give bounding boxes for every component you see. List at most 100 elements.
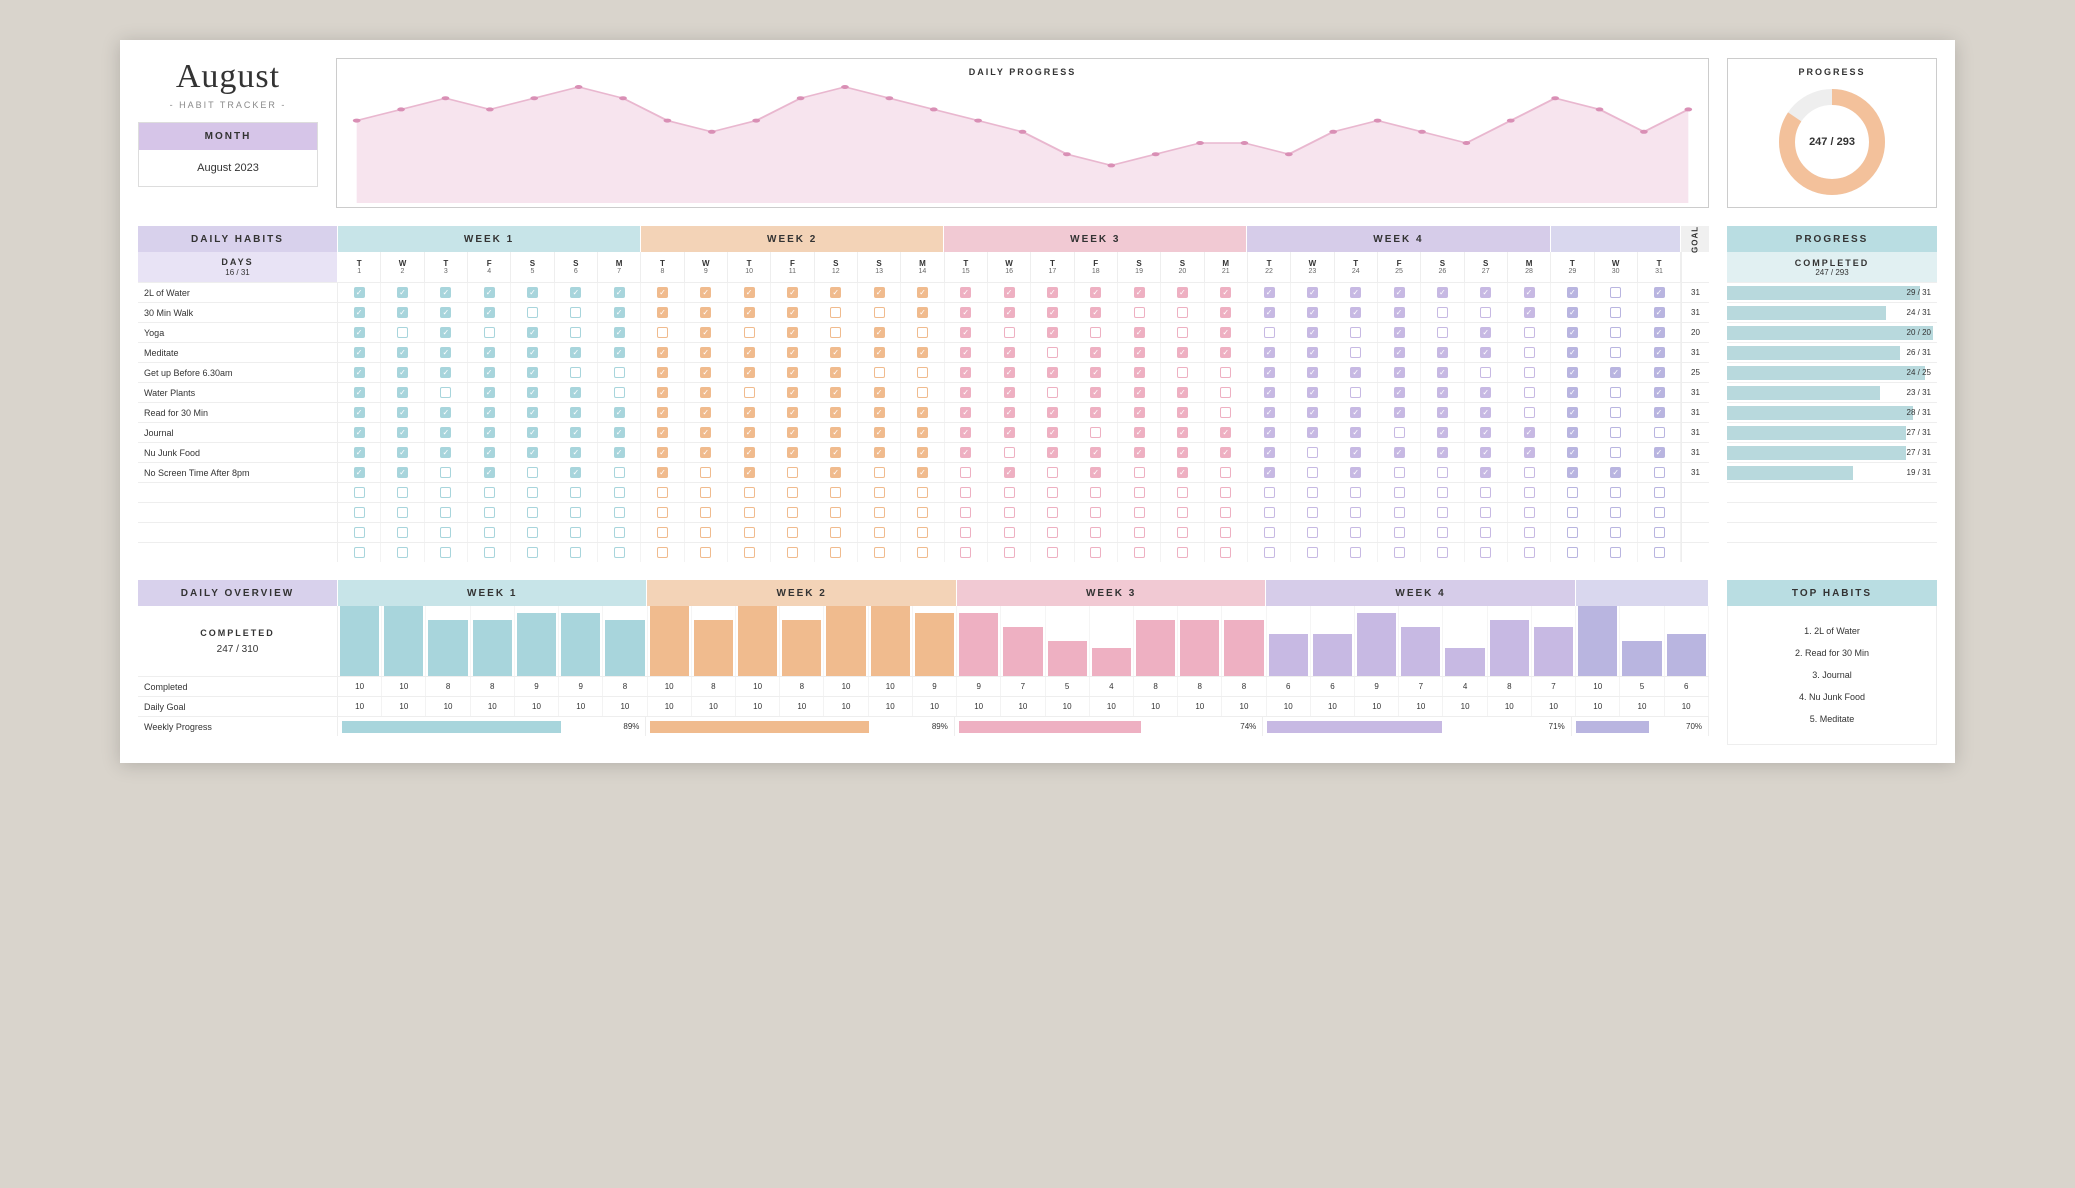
- habit-checkbox[interactable]: ✓: [1075, 343, 1118, 362]
- habit-checkbox[interactable]: ✓: [1335, 363, 1378, 382]
- habit-checkbox[interactable]: [1595, 343, 1638, 362]
- habit-checkbox[interactable]: ✓: [728, 363, 771, 382]
- habit-checkbox[interactable]: ✓: [1205, 423, 1248, 442]
- habit-checkbox[interactable]: [1118, 523, 1161, 542]
- habit-checkbox[interactable]: [1205, 403, 1248, 422]
- habit-checkbox[interactable]: [1595, 443, 1638, 462]
- habit-checkbox[interactable]: ✓: [685, 423, 728, 442]
- habit-checkbox[interactable]: [1291, 443, 1334, 462]
- habit-checkbox[interactable]: ✓: [685, 443, 728, 462]
- habit-checkbox[interactable]: ✓: [338, 363, 381, 382]
- habit-checkbox[interactable]: [468, 503, 511, 522]
- habit-checkbox[interactable]: [468, 483, 511, 502]
- habit-checkbox[interactable]: [685, 503, 728, 522]
- habit-checkbox[interactable]: ✓: [1291, 343, 1334, 362]
- habit-checkbox[interactable]: [1508, 483, 1551, 502]
- habit-checkbox[interactable]: ✓: [555, 383, 598, 402]
- habit-checkbox[interactable]: [598, 483, 641, 502]
- habit-checkbox[interactable]: ✓: [1595, 363, 1638, 382]
- habit-checkbox[interactable]: ✓: [425, 303, 468, 322]
- habit-checkbox[interactable]: [945, 463, 988, 482]
- habit-checkbox[interactable]: ✓: [381, 463, 424, 482]
- habit-checkbox[interactable]: [685, 463, 728, 482]
- habit-checkbox[interactable]: ✓: [1421, 403, 1464, 422]
- habit-checkbox[interactable]: ✓: [381, 363, 424, 382]
- habit-checkbox[interactable]: ✓: [1465, 323, 1508, 342]
- habit-checkbox[interactable]: ✓: [425, 363, 468, 382]
- habit-checkbox[interactable]: ✓: [1378, 283, 1421, 302]
- habit-checkbox[interactable]: [511, 303, 554, 322]
- habit-checkbox[interactable]: [1075, 483, 1118, 502]
- habit-checkbox[interactable]: [1508, 543, 1551, 562]
- habit-checkbox[interactable]: [1508, 323, 1551, 342]
- habit-checkbox[interactable]: ✓: [1205, 443, 1248, 462]
- habit-checkbox[interactable]: [1595, 543, 1638, 562]
- habit-checkbox[interactable]: [1465, 543, 1508, 562]
- habit-checkbox[interactable]: ✓: [425, 323, 468, 342]
- habit-checkbox[interactable]: [511, 543, 554, 562]
- habit-checkbox[interactable]: [1205, 383, 1248, 402]
- habit-checkbox[interactable]: [1638, 523, 1681, 542]
- habit-checkbox[interactable]: [1595, 503, 1638, 522]
- habit-checkbox[interactable]: ✓: [685, 283, 728, 302]
- habit-checkbox[interactable]: ✓: [1465, 443, 1508, 462]
- habit-checkbox[interactable]: ✓: [1595, 463, 1638, 482]
- habit-checkbox[interactable]: ✓: [1551, 463, 1594, 482]
- habit-checkbox[interactable]: [1031, 343, 1074, 362]
- habit-checkbox[interactable]: ✓: [1551, 423, 1594, 442]
- habit-checkbox[interactable]: [1378, 543, 1421, 562]
- habit-checkbox[interactable]: ✓: [338, 343, 381, 362]
- habit-checkbox[interactable]: ✓: [901, 403, 944, 422]
- habit-checkbox[interactable]: ✓: [425, 403, 468, 422]
- habit-checkbox[interactable]: [988, 443, 1031, 462]
- habit-checkbox[interactable]: ✓: [1378, 303, 1421, 322]
- habit-checkbox[interactable]: [1205, 543, 1248, 562]
- habit-checkbox[interactable]: ✓: [1551, 303, 1594, 322]
- habit-checkbox[interactable]: ✓: [1551, 363, 1594, 382]
- habit-checkbox[interactable]: ✓: [338, 323, 381, 342]
- habit-checkbox[interactable]: ✓: [815, 283, 858, 302]
- habit-checkbox[interactable]: ✓: [1118, 423, 1161, 442]
- habit-checkbox[interactable]: [641, 323, 684, 342]
- habit-checkbox[interactable]: [381, 523, 424, 542]
- habit-checkbox[interactable]: [1595, 323, 1638, 342]
- habit-checkbox[interactable]: ✓: [771, 343, 814, 362]
- habit-checkbox[interactable]: [988, 323, 1031, 342]
- habit-checkbox[interactable]: [641, 483, 684, 502]
- habit-checkbox[interactable]: [641, 503, 684, 522]
- habit-checkbox[interactable]: [728, 543, 771, 562]
- habit-checkbox[interactable]: [1335, 343, 1378, 362]
- habit-checkbox[interactable]: ✓: [1335, 423, 1378, 442]
- habit-checkbox[interactable]: [1291, 503, 1334, 522]
- habit-checkbox[interactable]: [555, 323, 598, 342]
- habit-checkbox[interactable]: ✓: [858, 323, 901, 342]
- habit-checkbox[interactable]: ✓: [988, 463, 1031, 482]
- habit-checkbox[interactable]: [511, 483, 554, 502]
- habit-checkbox[interactable]: ✓: [858, 283, 901, 302]
- habit-checkbox[interactable]: ✓: [901, 343, 944, 362]
- habit-checkbox[interactable]: ✓: [598, 443, 641, 462]
- habit-checkbox[interactable]: ✓: [771, 423, 814, 442]
- habit-checkbox[interactable]: ✓: [338, 443, 381, 462]
- habit-checkbox[interactable]: ✓: [1118, 343, 1161, 362]
- habit-checkbox[interactable]: ✓: [468, 343, 511, 362]
- habit-checkbox[interactable]: [1465, 363, 1508, 382]
- habit-checkbox[interactable]: [858, 523, 901, 542]
- habit-checkbox[interactable]: ✓: [1248, 423, 1291, 442]
- habit-checkbox[interactable]: ✓: [1551, 403, 1594, 422]
- habit-checkbox[interactable]: ✓: [1248, 363, 1291, 382]
- habit-checkbox[interactable]: ✓: [1551, 383, 1594, 402]
- habit-checkbox[interactable]: ✓: [381, 343, 424, 362]
- habit-checkbox[interactable]: [945, 483, 988, 502]
- habit-checkbox[interactable]: ✓: [858, 343, 901, 362]
- habit-checkbox[interactable]: [641, 523, 684, 542]
- habit-checkbox[interactable]: ✓: [771, 363, 814, 382]
- habit-checkbox[interactable]: ✓: [1465, 383, 1508, 402]
- habit-checkbox[interactable]: [815, 503, 858, 522]
- habit-checkbox[interactable]: [1161, 503, 1204, 522]
- habit-checkbox[interactable]: [1508, 363, 1551, 382]
- habit-checkbox[interactable]: [1075, 423, 1118, 442]
- habit-checkbox[interactable]: ✓: [685, 343, 728, 362]
- habit-checkbox[interactable]: [1638, 423, 1681, 442]
- habit-checkbox[interactable]: [815, 483, 858, 502]
